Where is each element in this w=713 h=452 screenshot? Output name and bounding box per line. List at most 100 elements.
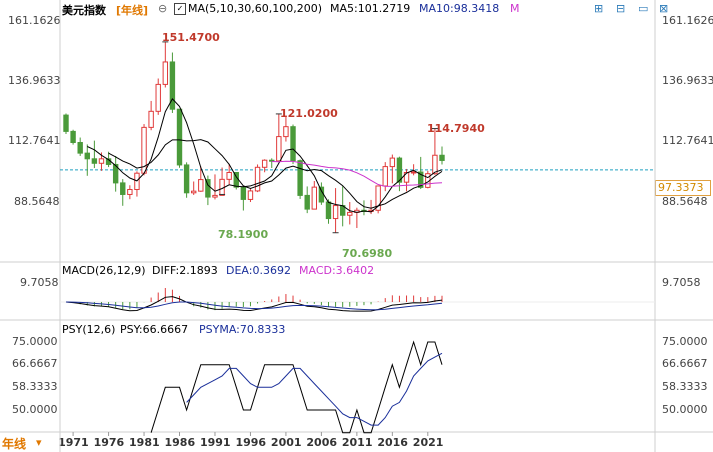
- macd-dea-line: [65, 301, 443, 311]
- macd-header: MACD(26,12,9) DIFF:2.1893 DEA:0.3692 MAC…: [0, 262, 713, 280]
- period-button[interactable]: 年线: [2, 437, 27, 451]
- ma-toggle-icon[interactable]: ✓: [174, 3, 186, 15]
- price-tick-right-1: 161.1626: [662, 14, 713, 27]
- candle-body: [325, 201, 332, 220]
- candle-body: [112, 163, 119, 184]
- candle-body: [63, 114, 69, 132]
- psy-line: [150, 340, 443, 434]
- period-label[interactable]: [年线]: [116, 4, 149, 17]
- candle-body: [318, 186, 325, 203]
- candle-body: [389, 157, 396, 168]
- candle-body: [190, 190, 197, 194]
- price-tick-left-3: 112.7641: [8, 134, 61, 147]
- psy-tick-left-1: 75.0000: [12, 335, 58, 348]
- candle-body: [410, 171, 417, 174]
- price-tick-left-1: 161.1626: [8, 14, 61, 27]
- candle-body: [304, 194, 310, 210]
- x-tick-label: 2016: [377, 436, 408, 449]
- candle-body: [198, 179, 204, 192]
- grid-layout-icon[interactable]: ⊞: [594, 2, 604, 15]
- annotation-high-3: 114.7940: [427, 122, 485, 135]
- current-price-tag: 97.3373: [655, 180, 711, 196]
- annotation-low-2: 70.6980: [342, 247, 393, 260]
- macd-diff: DIFF:2.1893: [152, 264, 218, 277]
- psyma-value: PSYMA:70.8333: [199, 323, 286, 336]
- psy-tick-left-2: 66.6667: [12, 357, 58, 370]
- indicator-icon[interactable]: ⊟: [616, 2, 626, 15]
- macd-params: MACD(26,12,9): [62, 264, 146, 277]
- psy-params: PSY(12,6): [62, 323, 116, 336]
- price-tick-left-2: 136.9633: [8, 74, 61, 87]
- psy-tick-right-4: 50.0000: [662, 403, 708, 416]
- x-tick-label: 2001: [270, 436, 302, 449]
- candle-body: [375, 185, 381, 211]
- ma-params: MA(5,10,30,60,100,200): [188, 2, 323, 15]
- x-tick-label: 1986: [164, 436, 196, 449]
- candle-body: [155, 83, 161, 112]
- x-tick-label: 2011: [341, 436, 373, 449]
- ma5-value: MA5:101.2719: [330, 2, 411, 15]
- candle-body: [332, 205, 339, 220]
- candle-body: [169, 61, 176, 110]
- candle-body: [396, 157, 403, 183]
- candle-body: [162, 61, 169, 85]
- psy-header: PSY(12,6) PSY:66.6667 PSYMA:70.8333: [0, 321, 713, 339]
- price-tick-left-4: 88.5648: [14, 195, 60, 208]
- candle-body: [205, 179, 211, 198]
- candle-body: [254, 166, 261, 192]
- annotation-high-1: 151.4700: [162, 31, 220, 44]
- macd-value: MACD:3.6402: [299, 264, 375, 277]
- period-dropdown-icon[interactable]: ▾: [36, 436, 42, 449]
- psy-value: PSY:66.6667: [120, 323, 189, 336]
- candle-body: [70, 130, 76, 144]
- candle-body: [403, 171, 410, 183]
- candle-body: [98, 158, 105, 164]
- psy-tick-right-3: 58.3333: [662, 380, 708, 393]
- candle-body: [347, 211, 353, 216]
- minimize-icon[interactable]: ▭: [638, 2, 649, 15]
- macd-dea: DEA:0.3692: [226, 264, 291, 277]
- x-tick-label: 1976: [93, 436, 125, 449]
- price-tick-right-4: 88.5648: [662, 195, 708, 208]
- candle-body: [84, 152, 90, 160]
- price-tick-right-2: 136.9633: [662, 74, 713, 87]
- candle-body: [127, 189, 133, 195]
- price-tick-right-3: 112.7641: [662, 134, 713, 147]
- ma5-line: [87, 98, 443, 213]
- x-tick-label: 1991: [199, 436, 231, 449]
- ma10-value: MA10:98.3418: [419, 2, 500, 15]
- candle-body: [382, 166, 388, 187]
- candle-body: [311, 186, 318, 210]
- candle-body: [261, 159, 268, 168]
- candle-body: [77, 142, 83, 154]
- x-tick-label: 1971: [58, 436, 89, 449]
- x-tick-label: 1981: [129, 436, 160, 449]
- candle-body: [91, 158, 98, 164]
- ma10-line: [108, 139, 443, 209]
- settings-icon[interactable]: ⊖: [158, 2, 168, 15]
- candle-body: [226, 171, 232, 180]
- candle-body: [432, 154, 438, 175]
- x-tick-label: 1996: [235, 436, 267, 449]
- candle-body: [247, 190, 254, 200]
- instrument-title: 美元指数: [62, 4, 106, 17]
- x-tick-label: 2006: [306, 436, 338, 449]
- candle-body: [283, 126, 289, 138]
- psy-tick-right-2: 66.6667: [662, 357, 708, 370]
- ma-more-label: M: [510, 2, 520, 15]
- ma30-line: [271, 160, 443, 187]
- psy-tick-left-3: 58.3333: [12, 380, 58, 393]
- close-panel-icon[interactable]: ⊠: [659, 2, 669, 15]
- candle-body: [297, 160, 303, 196]
- candle-body: [240, 186, 247, 200]
- macd-tick-left: 9.7058: [20, 276, 59, 289]
- candle-body: [418, 171, 424, 188]
- candle-body: [439, 154, 445, 161]
- candle-body: [212, 194, 218, 198]
- psy-tick-left-4: 50.0000: [12, 403, 58, 416]
- chart-header: 美元指数 [年线] ⊖ ✓ MA(5,10,30,60,100,200) MA5…: [0, 0, 713, 18]
- candle-body: [120, 182, 126, 195]
- candle-body: [148, 110, 154, 128]
- macd-tick-right: 9.7058: [662, 276, 701, 289]
